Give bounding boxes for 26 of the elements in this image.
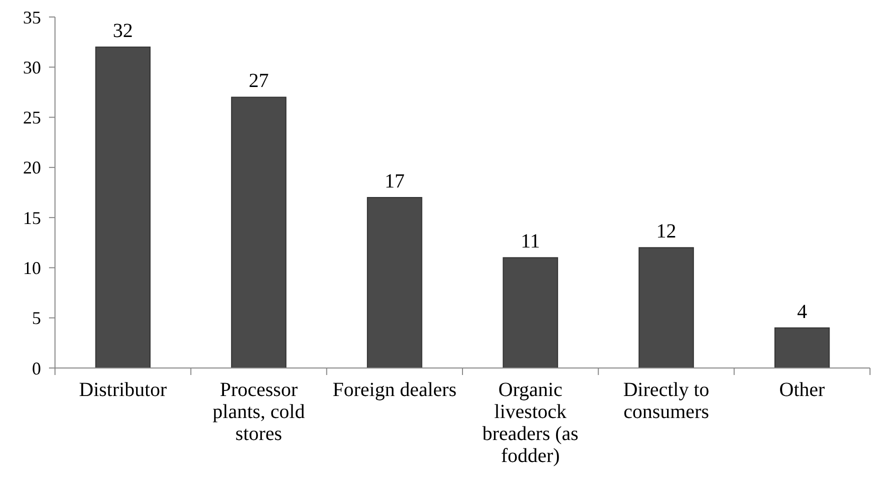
bar: [774, 327, 830, 368]
y-tick-label: 30: [23, 57, 41, 78]
y-tick-label: 15: [23, 208, 41, 228]
data-label: 4: [797, 300, 808, 323]
y-tick-label: 25: [23, 108, 41, 128]
data-label: 32: [112, 20, 133, 42]
bar: [502, 257, 558, 368]
x-tick-label: Processor plants, cold stores: [212, 379, 305, 445]
y-tick-label: 20: [23, 158, 41, 178]
bar: [366, 197, 422, 368]
y-tick-label: 5: [32, 308, 41, 328]
y-tick-label: 35: [23, 7, 41, 28]
x-tick-label: Distributor: [79, 379, 168, 401]
data-label: 12: [656, 220, 676, 243]
x-tick-label: Organic livestock breaders (as fodder): [482, 379, 579, 467]
x-tick-label: Foreign dealers: [332, 379, 457, 401]
data-label: 17: [384, 170, 405, 193]
bar: [638, 247, 694, 368]
y-tick-label: 0: [32, 358, 41, 378]
data-label: 11: [520, 230, 540, 253]
bar: [231, 96, 286, 368]
y-tick-label: 10: [23, 258, 41, 278]
data-label: 27: [248, 70, 269, 92]
x-tick-label: Other: [779, 379, 826, 401]
x-tick-label: Directly to consumers: [623, 379, 710, 423]
bar: [95, 46, 151, 368]
